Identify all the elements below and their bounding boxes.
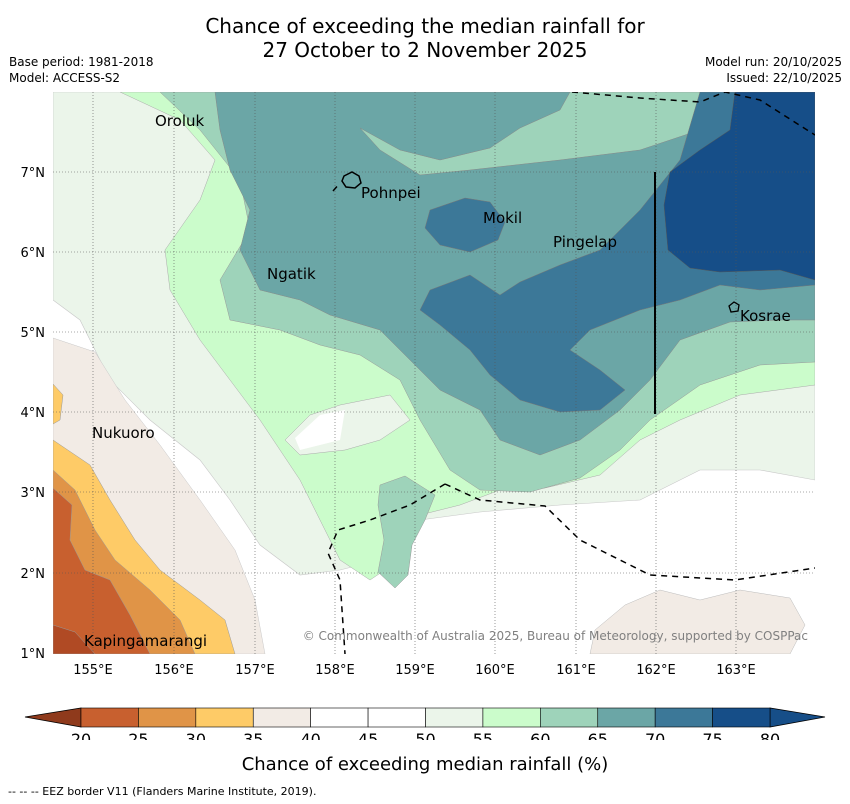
place-label-oroluk: Oroluk bbox=[155, 112, 204, 130]
lon-label-157e: 157°E bbox=[235, 663, 275, 678]
lon-label-163e: 163°E bbox=[716, 663, 756, 678]
contour-above-80 bbox=[663, 92, 815, 281]
place-label-nukuoro: Nukuoro bbox=[92, 424, 155, 442]
colorbar-segment bbox=[138, 707, 197, 728]
forecast-map: Oroluk Pohnpei Mokil Pingelap Ngatik Kos… bbox=[21, 92, 826, 740]
colorbar-segment bbox=[252, 707, 311, 728]
colorbar-tick-label: 55 bbox=[473, 730, 493, 740]
lon-label-159e: 159°E bbox=[395, 663, 435, 678]
colorbar-tick-label: 75 bbox=[702, 730, 722, 740]
lat-label-2n: 2°N bbox=[21, 567, 46, 582]
colorbar-tick-label: 30 bbox=[186, 730, 206, 740]
model-label: Model: ACCESS-S2 bbox=[9, 71, 121, 85]
colorbar-tick-label: 25 bbox=[128, 730, 148, 740]
map-title-line2: 27 October to 2 November 2025 bbox=[262, 38, 588, 62]
colorbar-segment bbox=[367, 707, 426, 728]
issued-label: Issued: 22/10/2025 bbox=[726, 71, 842, 85]
colorbar-tick-label: 80 bbox=[760, 730, 780, 740]
place-label-pohnpei: Pohnpei bbox=[361, 184, 421, 202]
colorbar-segment bbox=[597, 707, 656, 728]
lat-label-4n: 4°N bbox=[21, 406, 46, 421]
contour-island-75-80 bbox=[424, 197, 506, 253]
lon-label-162e: 162°E bbox=[636, 663, 676, 678]
lat-label-5n: 5°N bbox=[21, 326, 46, 341]
colorbar-segment bbox=[195, 707, 254, 728]
colorbar-segment bbox=[654, 707, 713, 728]
eez-source-footer: -- -- -- EEZ border V11 (Flanders Marine… bbox=[8, 785, 317, 798]
colorbar-arrow-left bbox=[24, 707, 82, 728]
contour-island-65-70 bbox=[377, 475, 436, 589]
lon-label-160e: 160°E bbox=[475, 663, 515, 678]
colorbar-tick-label: 60 bbox=[530, 730, 550, 740]
map-title-line1: Chance of exceeding the median rainfall … bbox=[205, 14, 645, 38]
contour-hole-50-55 bbox=[295, 410, 345, 450]
lon-label-161e: 161°E bbox=[556, 663, 596, 678]
base-period-label: Base period: 1981-2018 bbox=[9, 55, 154, 69]
copyright-notice: © Commonwealth of Australia 2025, Bureau… bbox=[303, 629, 808, 643]
colorbar-segment bbox=[712, 707, 771, 728]
probability-contours bbox=[53, 92, 815, 654]
lon-label-155e: 155°E bbox=[73, 663, 113, 678]
graticule bbox=[53, 92, 815, 654]
contour-20-25 bbox=[53, 624, 96, 654]
lat-label-3n: 3°N bbox=[21, 486, 46, 501]
colorbar-segment bbox=[540, 707, 599, 728]
colorbar-tick-label: 20 bbox=[71, 730, 91, 740]
place-label-kapingamarangi: Kapingamarangi bbox=[84, 632, 207, 650]
contour-25-30 bbox=[53, 487, 151, 654]
lat-label-6n: 6°N bbox=[21, 246, 46, 261]
colorbar-tick-label: 40 bbox=[300, 730, 320, 740]
pohnpei-island bbox=[341, 171, 362, 189]
kosrae-island bbox=[728, 301, 740, 313]
colorbar-tick-label: 35 bbox=[243, 730, 263, 740]
colorbar-tick-label: 65 bbox=[588, 730, 608, 740]
colorbar: 20 25 30 35 40 45 50 55 60 65 70 75 80 bbox=[24, 707, 826, 740]
place-label-mokil: Mokil bbox=[483, 209, 522, 227]
eez-borders bbox=[327, 92, 815, 654]
place-label-ngatik: Ngatik bbox=[267, 265, 316, 283]
lat-label-1n: 1°N bbox=[21, 647, 46, 662]
colorbar-tick-label: 70 bbox=[645, 730, 665, 740]
colorbar-tick-label: 50 bbox=[415, 730, 435, 740]
colorbar-arrow-right bbox=[769, 707, 826, 728]
place-label-pingelap: Pingelap bbox=[553, 233, 617, 251]
colorbar-segment bbox=[310, 707, 369, 728]
colorbar-title: Chance of exceeding median rainfall (%) bbox=[241, 754, 609, 775]
place-label-kosrae: Kosrae bbox=[740, 307, 791, 325]
lat-label-7n: 7°N bbox=[21, 166, 46, 181]
colorbar-segment bbox=[425, 707, 484, 728]
contour-40-45-east bbox=[589, 589, 806, 654]
colorbar-segment bbox=[80, 707, 139, 728]
model-run-label: Model run: 20/10/2025 bbox=[704, 55, 842, 69]
colorbar-tick-label: 45 bbox=[358, 730, 378, 740]
lon-label-156e: 156°E bbox=[154, 663, 194, 678]
colorbar-segment bbox=[482, 707, 541, 728]
lon-label-158e: 158°E bbox=[315, 663, 355, 678]
